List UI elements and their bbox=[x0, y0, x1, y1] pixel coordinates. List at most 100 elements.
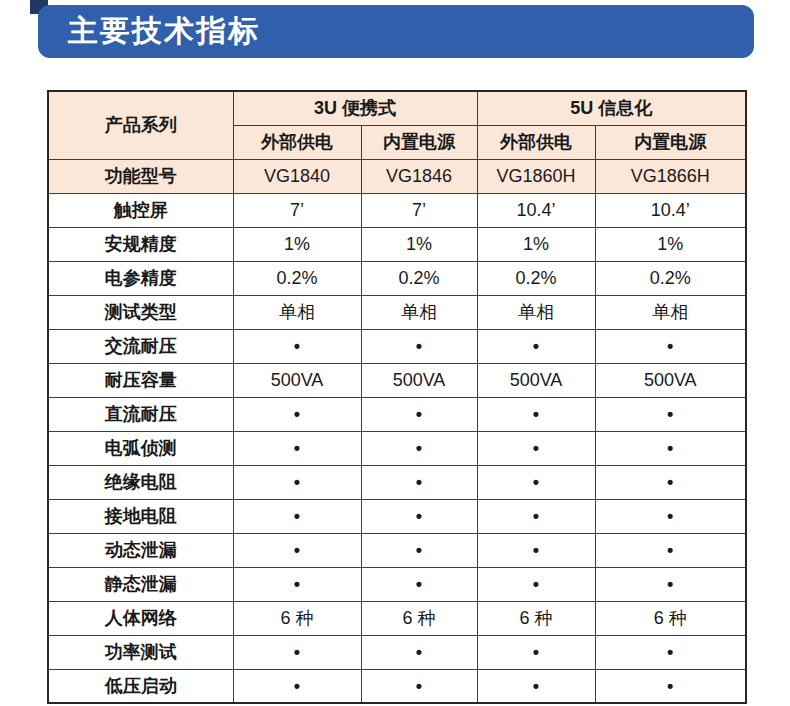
table-row: 功能型号VG1840VG1846VG1860HVG1866H bbox=[48, 159, 746, 193]
table-row: 动态泄漏•••• bbox=[48, 533, 746, 567]
feature-bullet-cell: • bbox=[361, 567, 477, 601]
cell-value: VG1860H bbox=[477, 159, 595, 193]
feature-bullet-cell: • bbox=[233, 669, 361, 703]
cell-value: 单相 bbox=[595, 295, 746, 329]
cell-value: 500VA bbox=[361, 363, 477, 397]
cell-value: 单相 bbox=[361, 295, 477, 329]
cell-value: 6 种 bbox=[595, 601, 746, 635]
feature-bullet-cell: • bbox=[233, 533, 361, 567]
feature-bullet-cell: • bbox=[233, 499, 361, 533]
row-label: 触控屏 bbox=[48, 193, 233, 227]
feature-bullet-cell: • bbox=[361, 431, 477, 465]
spec-table-header: 产品系列 3U 便携式 5U 信息化 外部供电 内置电源 外部供电 内置电源 bbox=[48, 91, 746, 159]
cell-value: VG1846 bbox=[361, 159, 477, 193]
feature-bullet-cell: • bbox=[595, 329, 746, 363]
subheader-3u-internal: 内置电源 bbox=[361, 125, 477, 159]
table-header-row-groups: 产品系列 3U 便携式 5U 信息化 bbox=[48, 91, 746, 125]
row-label: 静态泄漏 bbox=[48, 567, 233, 601]
cell-value: 7’ bbox=[233, 193, 361, 227]
feature-bullet-cell: • bbox=[361, 499, 477, 533]
feature-bullet-cell: • bbox=[477, 669, 595, 703]
subheader-3u-external: 外部供电 bbox=[233, 125, 361, 159]
page-title: 主要技术指标 bbox=[38, 11, 260, 52]
cell-value: 0.2% bbox=[595, 261, 746, 295]
feature-bullet-cell: • bbox=[595, 635, 746, 669]
table-row: 接地电阻•••• bbox=[48, 499, 746, 533]
feature-bullet-cell: • bbox=[361, 533, 477, 567]
cell-value: 1% bbox=[361, 227, 477, 261]
table-row: 测试类型单相单相单相单相 bbox=[48, 295, 746, 329]
row-label: 安规精度 bbox=[48, 227, 233, 261]
feature-bullet-cell: • bbox=[595, 397, 746, 431]
row-label: 绝缘电阻 bbox=[48, 465, 233, 499]
feature-bullet-cell: • bbox=[361, 329, 477, 363]
table-row: 触控屏7’7’10.4’10.4’ bbox=[48, 193, 746, 227]
row-label: 功能型号 bbox=[48, 159, 233, 193]
feature-bullet-cell: • bbox=[233, 465, 361, 499]
feature-bullet-cell: • bbox=[361, 465, 477, 499]
table-row: 绝缘电阻•••• bbox=[48, 465, 746, 499]
row-label: 直流耐压 bbox=[48, 397, 233, 431]
feature-bullet-cell: • bbox=[477, 635, 595, 669]
cell-value: 500VA bbox=[233, 363, 361, 397]
cell-value: 0.2% bbox=[233, 261, 361, 295]
cell-value: 单相 bbox=[233, 295, 361, 329]
row-label: 功率测试 bbox=[48, 635, 233, 669]
table-row: 耐压容量500VA500VA500VA500VA bbox=[48, 363, 746, 397]
feature-bullet-cell: • bbox=[477, 329, 595, 363]
feature-bullet-cell: • bbox=[477, 533, 595, 567]
group-header-5u: 5U 信息化 bbox=[477, 91, 746, 125]
cell-value: 10.4’ bbox=[477, 193, 595, 227]
feature-bullet-cell: • bbox=[477, 499, 595, 533]
cell-value: 1% bbox=[233, 227, 361, 261]
feature-bullet-cell: • bbox=[477, 431, 595, 465]
feature-bullet-cell: • bbox=[477, 567, 595, 601]
row-label: 人体网络 bbox=[48, 601, 233, 635]
subheader-5u-external: 外部供电 bbox=[477, 125, 595, 159]
table-row: 人体网络6 种6 种6 种6 种 bbox=[48, 601, 746, 635]
cell-value: 6 种 bbox=[477, 601, 595, 635]
feature-bullet-cell: • bbox=[595, 465, 746, 499]
spec-table-body: 功能型号VG1840VG1846VG1860HVG1866H触控屏7’7’10.… bbox=[48, 159, 746, 703]
feature-bullet-cell: • bbox=[361, 669, 477, 703]
cell-value: 7’ bbox=[361, 193, 477, 227]
spec-table: 产品系列 3U 便携式 5U 信息化 外部供电 内置电源 外部供电 内置电源 功… bbox=[47, 90, 747, 704]
section-banner: 主要技术指标 bbox=[38, 5, 754, 58]
feature-bullet-cell: • bbox=[361, 397, 477, 431]
cell-value: 1% bbox=[595, 227, 746, 261]
table-row: 电弧侦测•••• bbox=[48, 431, 746, 465]
feature-bullet-cell: • bbox=[595, 567, 746, 601]
feature-bullet-cell: • bbox=[233, 329, 361, 363]
feature-bullet-cell: • bbox=[477, 397, 595, 431]
row-label: 电弧侦测 bbox=[48, 431, 233, 465]
table-row: 交流耐压•••• bbox=[48, 329, 746, 363]
cell-value: 0.2% bbox=[477, 261, 595, 295]
table-row: 直流耐压•••• bbox=[48, 397, 746, 431]
cell-value: 500VA bbox=[477, 363, 595, 397]
cell-value: 单相 bbox=[477, 295, 595, 329]
table-row: 静态泄漏•••• bbox=[48, 567, 746, 601]
row-label: 接地电阻 bbox=[48, 499, 233, 533]
feature-bullet-cell: • bbox=[595, 669, 746, 703]
cell-value: VG1866H bbox=[595, 159, 746, 193]
cell-value: 6 种 bbox=[233, 601, 361, 635]
feature-bullet-cell: • bbox=[233, 431, 361, 465]
feature-bullet-cell: • bbox=[233, 567, 361, 601]
corner-header: 产品系列 bbox=[48, 91, 233, 159]
table-row: 电参精度0.2%0.2%0.2%0.2% bbox=[48, 261, 746, 295]
cell-value: 10.4’ bbox=[595, 193, 746, 227]
row-label: 低压启动 bbox=[48, 669, 233, 703]
table-row: 低压启动•••• bbox=[48, 669, 746, 703]
subheader-5u-internal: 内置电源 bbox=[595, 125, 746, 159]
table-row: 功率测试•••• bbox=[48, 635, 746, 669]
feature-bullet-cell: • bbox=[361, 635, 477, 669]
table-row: 安规精度1%1%1%1% bbox=[48, 227, 746, 261]
feature-bullet-cell: • bbox=[595, 431, 746, 465]
feature-bullet-cell: • bbox=[595, 499, 746, 533]
feature-bullet-cell: • bbox=[477, 465, 595, 499]
cell-value: 500VA bbox=[595, 363, 746, 397]
feature-bullet-cell: • bbox=[233, 397, 361, 431]
row-label: 交流耐压 bbox=[48, 329, 233, 363]
row-label: 耐压容量 bbox=[48, 363, 233, 397]
cell-value: 6 种 bbox=[361, 601, 477, 635]
